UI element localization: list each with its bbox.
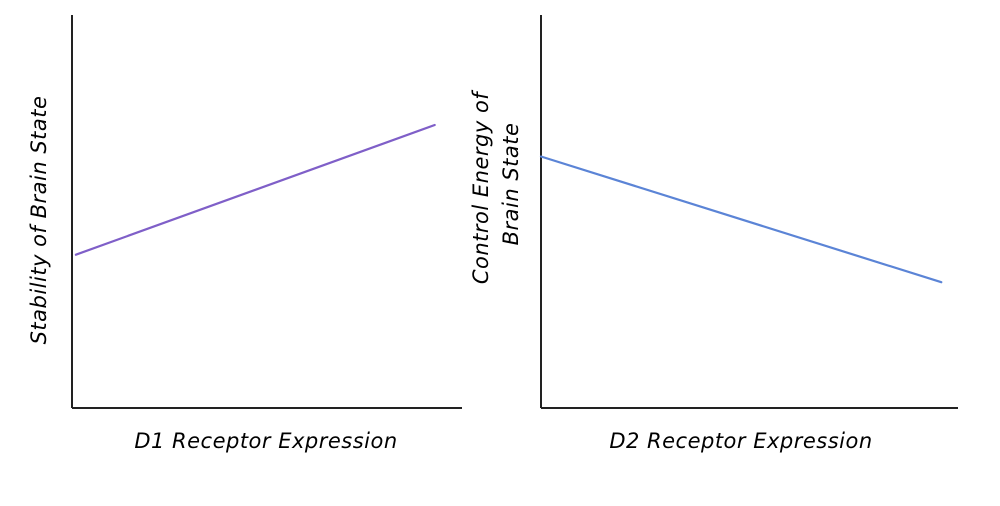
- d1-x-axis-label: D1 Receptor Expression: [134, 429, 397, 453]
- d1-series-line-0: [74, 123, 436, 256]
- d2-y-axis-label-line1: Control Energy of: [469, 89, 493, 284]
- d1-y-axis-label: Stability of Brain State: [27, 96, 51, 345]
- d2-x-axis-label: D2 Receptor Expression: [609, 429, 872, 453]
- d1-series-group: [74, 123, 436, 256]
- d2-series-line-0: [539, 155, 943, 284]
- chart-d2: D2 Receptor Expression Control Energy of…: [469, 15, 958, 453]
- d2-series-group: [539, 155, 943, 284]
- chart-d1: D1 Receptor Expression Stability of Brai…: [27, 15, 462, 453]
- d2-y-axis-label-line2: Brain State: [499, 123, 523, 246]
